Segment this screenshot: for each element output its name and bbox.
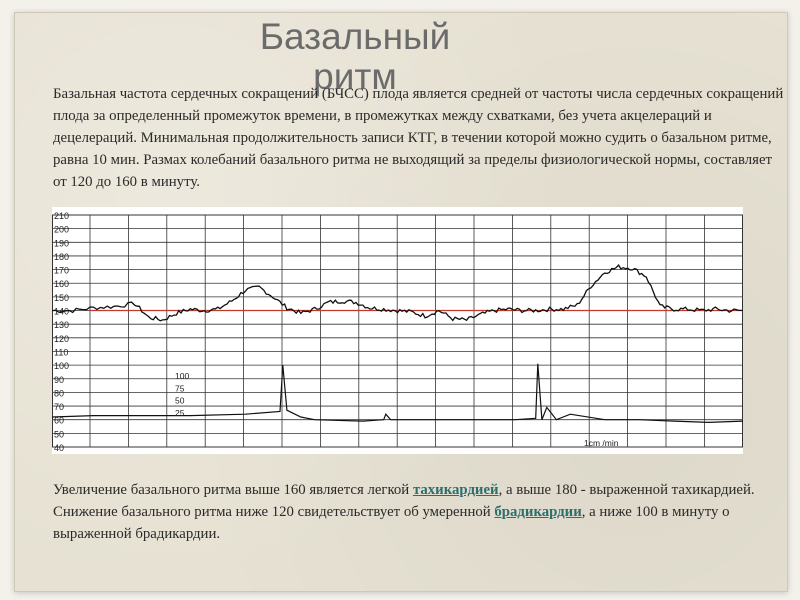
y-tick-label: 190	[54, 238, 69, 248]
speed-label: 1cm /min	[584, 438, 619, 448]
intro-paragraph: Базальная частота сердечных сокращений (…	[53, 86, 784, 190]
tachycardia-text-before: Увеличение базального ритма выше 160 явл…	[53, 482, 413, 498]
bottom-text: Увеличение базального ритма выше 160 явл…	[53, 479, 793, 545]
ctg-chart-svg: 2102001901801701601501401301201101009080…	[52, 211, 743, 453]
y-tick-label: 90	[54, 375, 64, 385]
grid-border	[52, 214, 743, 448]
y-tick-label: 100	[54, 361, 69, 371]
toco-scale-label: 25	[175, 408, 185, 418]
y-tick-label: 60	[54, 416, 64, 426]
y-tick-label: 150	[54, 293, 69, 303]
bradycardia-text-after: , а ниже 100 в минуту о выраженной бради…	[53, 504, 730, 542]
bradycardia-paragraph: Снижение базального ритма ниже 120 свиде…	[53, 501, 793, 545]
y-tick-label: 170	[54, 266, 69, 276]
toco-trace	[52, 363, 743, 424]
y-tick-label: 70	[54, 402, 64, 412]
y-tick-label: 180	[54, 252, 69, 262]
y-tick-label: 40	[54, 443, 64, 453]
y-tick-label: 50	[54, 429, 64, 439]
toco-scale-label: 100	[175, 371, 189, 381]
tachycardia-link[interactable]: тахикардией	[412, 482, 499, 498]
slide-frame: Базальный ритм Базальная частота сердечн…	[14, 12, 788, 592]
y-tick-label: 200	[54, 225, 69, 235]
tachycardia-paragraph: Увеличение базального ритма выше 160 явл…	[53, 479, 793, 501]
slide-title: Базальный ритм	[259, 16, 451, 97]
bradycardia-text-before: Снижение базального ритма ниже 120 свиде…	[53, 504, 495, 520]
y-tick-label: 110	[54, 347, 68, 357]
y-tick-label: 80	[54, 388, 64, 398]
toco-scale-label: 75	[175, 383, 185, 393]
y-tick-label: 120	[54, 334, 69, 344]
ctg-chart: 210 200 190 180 170 160 150 140 130 120 110 100 90 80…	[52, 207, 743, 454]
y-tick-label: 130	[54, 320, 69, 330]
tachycardia-text-after: , а выше 180 - выраженной тахикардией.	[498, 482, 755, 498]
y-tick-label: 210	[54, 211, 69, 221]
bradycardia-link[interactable]: брадикардии	[494, 504, 582, 520]
toco-scale-label: 50	[175, 396, 185, 406]
fhr-trace	[52, 264, 743, 322]
y-tick-label: 160	[54, 279, 69, 289]
